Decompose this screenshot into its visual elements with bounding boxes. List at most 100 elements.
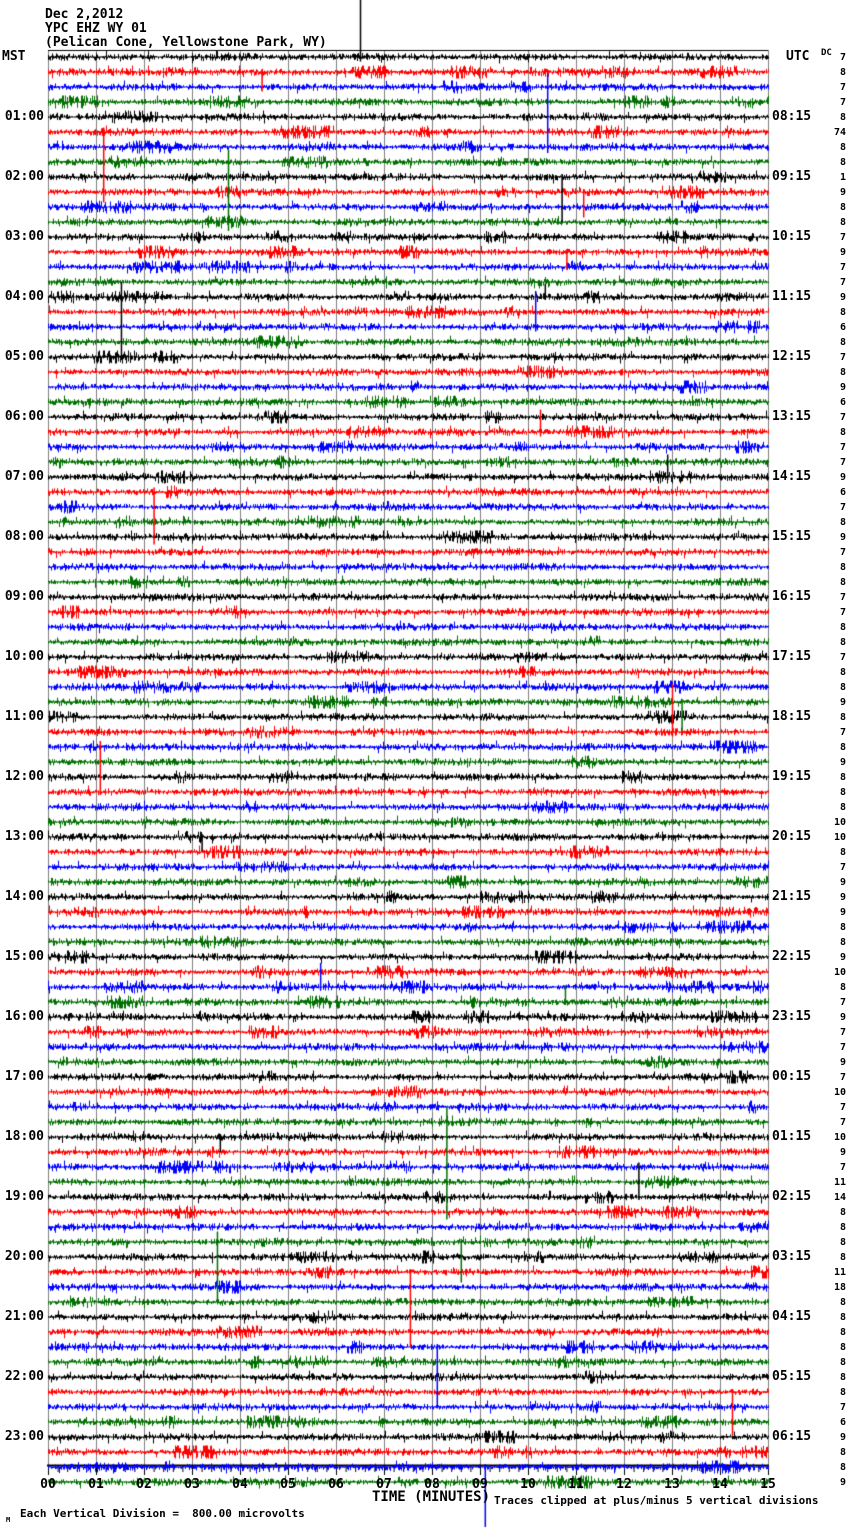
mst-hour-label: 01:00 <box>4 109 44 124</box>
utc-hour-label: 22:15 <box>772 949 812 964</box>
dc-value: 11 <box>833 1177 846 1188</box>
dc-value: 8 <box>839 1447 846 1458</box>
dc-value: 7 <box>839 262 846 273</box>
utc-hour-label: 03:15 <box>772 1249 812 1264</box>
mst-hour-label: 15:00 <box>4 949 44 964</box>
dc-value: 8 <box>839 1237 846 1248</box>
x-tick-label: 03 <box>184 1477 200 1492</box>
dc-value: 9 <box>839 1012 846 1023</box>
x-tick-label: 05 <box>280 1477 296 1492</box>
utc-hour-label: 10:15 <box>772 229 812 244</box>
dc-value: 9 <box>839 1057 846 1068</box>
mst-hour-label: 18:00 <box>4 1129 44 1144</box>
dc-value: 8 <box>839 427 846 438</box>
utc-hour-label: 08:15 <box>772 109 812 124</box>
mst-hour-label: 22:00 <box>4 1369 44 1384</box>
dc-value: 9 <box>839 757 846 768</box>
dc-value: 8 <box>839 1207 846 1218</box>
utc-hour-label: 19:15 <box>772 769 812 784</box>
mst-hour-label: 08:00 <box>4 529 44 544</box>
dc-value: 7 <box>839 277 846 288</box>
dc-value: 10 <box>833 1087 846 1098</box>
mst-hour-label: 23:00 <box>4 1429 44 1444</box>
dc-value: 8 <box>839 712 846 723</box>
dc-value: 7 <box>839 862 846 873</box>
x-tick-label: 08 <box>424 1477 440 1492</box>
dc-value: 7 <box>839 442 846 453</box>
dc-value: 8 <box>839 742 846 753</box>
x-tick-label: 09 <box>472 1477 488 1492</box>
dc-value: 8 <box>839 847 846 858</box>
dc-value: 10 <box>833 967 846 978</box>
dc-value: 7 <box>839 997 846 1008</box>
dc-value: 9 <box>839 187 846 198</box>
station-label: YPC EHZ WY 01 <box>45 21 147 36</box>
dc-value: 9 <box>839 952 846 963</box>
dc-value: 8 <box>839 787 846 798</box>
utc-hour-label: 21:15 <box>772 889 812 904</box>
scale-note: Each Vertical Division = 800.00 microvol… <box>20 1507 305 1520</box>
dc-value: 8 <box>839 682 846 693</box>
dc-value: 9 <box>839 532 846 543</box>
dc-value: 7 <box>839 97 846 108</box>
dc-value: 74 <box>833 127 846 138</box>
mst-hour-label: 07:00 <box>4 469 44 484</box>
dc-value: 8 <box>839 202 846 213</box>
dc-value: 9 <box>839 1432 846 1443</box>
x-tick-label: 02 <box>136 1477 152 1492</box>
x-tick-label: 14 <box>712 1477 728 1492</box>
dc-value: 8 <box>839 1222 846 1233</box>
utc-hour-label: 01:15 <box>772 1129 812 1144</box>
dc-value: 7 <box>839 1402 846 1413</box>
dc-value: 7 <box>839 1102 846 1113</box>
dc-value: 8 <box>839 562 846 573</box>
dc-value: 8 <box>839 922 846 933</box>
x-tick-label: 07 <box>376 1477 392 1492</box>
x-axis-title: TIME (MINUTES) <box>372 1489 491 1505</box>
dc-value: 8 <box>839 157 846 168</box>
dc-value: 9 <box>839 1477 846 1488</box>
clip-note: Traces clipped at plus/minus 5 vertical … <box>494 1494 819 1507</box>
dc-value: 8 <box>839 112 846 123</box>
utc-hour-label: 20:15 <box>772 829 812 844</box>
dc-value: 9 <box>839 292 846 303</box>
dc-value: 6 <box>839 397 846 408</box>
x-tick-label: 13 <box>664 1477 680 1492</box>
x-tick-label: 12 <box>616 1477 632 1492</box>
utc-hour-label: 11:15 <box>772 289 812 304</box>
mst-hour-label: 17:00 <box>4 1069 44 1084</box>
dc-value: 7 <box>839 52 846 63</box>
dc-value: 7 <box>839 502 846 513</box>
dc-value: 9 <box>839 907 846 918</box>
dc-value: 7 <box>839 1162 846 1173</box>
dc-value: 9 <box>839 247 846 258</box>
mst-hour-label: 10:00 <box>4 649 44 664</box>
dc-value: 8 <box>839 982 846 993</box>
dc-value: 7 <box>839 1027 846 1038</box>
dc-value: 8 <box>839 307 846 318</box>
x-tick-label: 15 <box>760 1477 776 1492</box>
dc-value: 1 <box>839 172 846 183</box>
utc-axis-header: UTC <box>786 49 810 64</box>
dc-value: 9 <box>839 472 846 483</box>
utc-hour-label: 17:15 <box>772 649 812 664</box>
x-tick-label: 01 <box>88 1477 104 1492</box>
dc-value: 8 <box>839 217 846 228</box>
utc-hour-label: 02:15 <box>772 1189 812 1204</box>
utc-hour-label: 05:15 <box>772 1369 812 1384</box>
utc-hour-label: 13:15 <box>772 409 812 424</box>
utc-hour-label: 16:15 <box>772 589 812 604</box>
dc-value: 7 <box>839 1117 846 1128</box>
dc-value: 8 <box>839 937 846 948</box>
location-label: (Pelican Cone, Yellowstone Park, WY) <box>45 35 327 50</box>
mst-hour-label: 11:00 <box>4 709 44 724</box>
dc-value: 8 <box>839 637 846 648</box>
utc-hour-label: 09:15 <box>772 169 812 184</box>
dc-value: 8 <box>839 1462 846 1473</box>
dc-value: 9 <box>839 1147 846 1158</box>
dc-value: 8 <box>839 142 846 153</box>
dc-value: 7 <box>839 457 846 468</box>
mst-hour-label: 02:00 <box>4 169 44 184</box>
